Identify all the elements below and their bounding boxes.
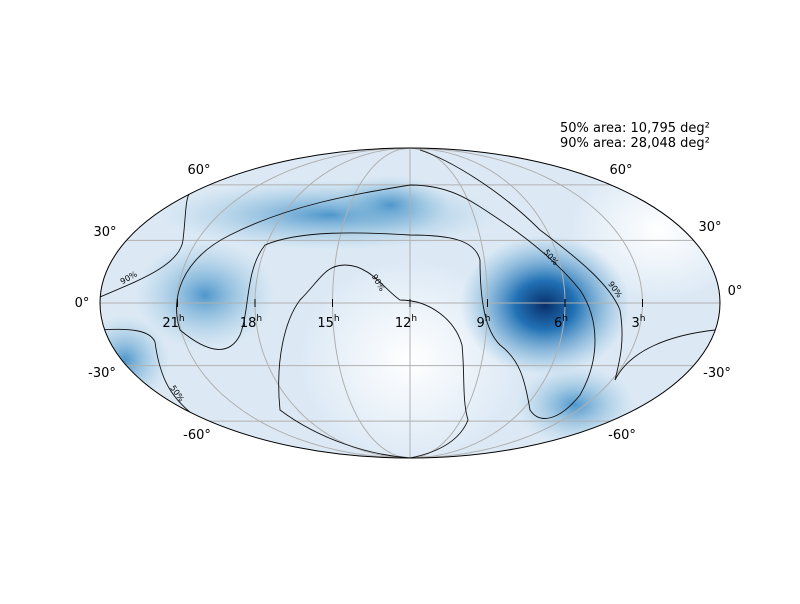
- ra-unit: h: [411, 314, 417, 324]
- area-annotation: 90% area: 28,048 deg²: [560, 136, 710, 151]
- area-annotation: 50% area: 10,795 deg²: [560, 121, 710, 136]
- dec-label: -60°: [183, 428, 211, 443]
- contour-90: [100, 191, 191, 298]
- map-frame: [99, 147, 721, 459]
- ra-hour: 12: [395, 316, 412, 331]
- dec-label: -60°: [608, 428, 636, 443]
- dec-label: 30°: [93, 225, 116, 240]
- ra-hour: 18: [240, 316, 257, 331]
- ra-unit: h: [334, 314, 340, 324]
- dec-label: 60°: [609, 163, 632, 178]
- probability-map: [100, 148, 720, 458]
- ra-hour: 9: [477, 316, 485, 331]
- dec-label: -30°: [703, 366, 731, 381]
- ra-unit: h: [179, 314, 185, 324]
- ra-label: 12h: [395, 314, 417, 331]
- ra-unit: h: [256, 314, 262, 324]
- dec-label: 60°: [187, 163, 210, 178]
- ra-label: 6h: [554, 314, 568, 331]
- ra-unit: h: [485, 314, 491, 324]
- ra-label: 21h: [162, 314, 184, 331]
- dec-label: 0°: [75, 296, 90, 311]
- ra-unit: h: [562, 314, 568, 324]
- ra-unit: h: [640, 314, 646, 324]
- dec-label: -30°: [88, 366, 116, 381]
- ra-hour: 15: [317, 316, 334, 331]
- ra-label: 3h: [632, 314, 646, 331]
- dec-label: 30°: [698, 220, 721, 235]
- ra-label: 15h: [317, 314, 339, 331]
- contour-50: [176, 184, 596, 419]
- contour-90: [419, 149, 716, 381]
- ra-label: 9h: [477, 314, 491, 331]
- ra-hour: 6: [554, 316, 562, 331]
- ra-hour: 3: [632, 316, 640, 331]
- ra-hour: 21: [162, 316, 179, 331]
- ra-label: 18h: [240, 314, 262, 331]
- dec-label: 0°: [728, 284, 743, 299]
